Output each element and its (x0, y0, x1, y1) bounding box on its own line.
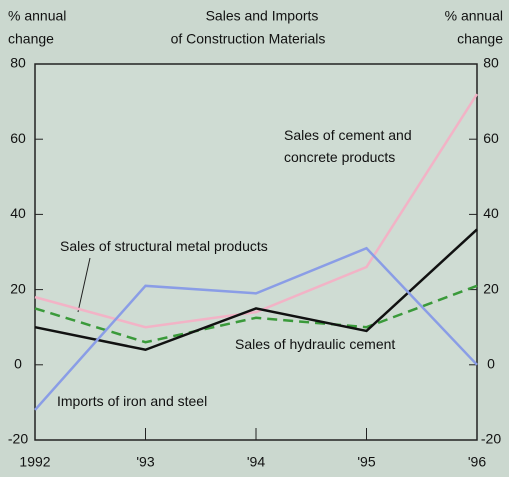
y-tick-label: 80 (10, 55, 26, 71)
chart-title: of Construction Materials (171, 31, 326, 47)
x-tick-label: '93 (136, 454, 154, 470)
series-label: Sales of cement and concrete products (284, 127, 412, 165)
y-axis-label: % annual (8, 8, 66, 24)
x-tick-label: '95 (357, 454, 375, 470)
y2-tick-label: 20 (483, 280, 499, 296)
y-tick-label: 40 (10, 205, 26, 221)
y2-tick-label: 80 (483, 55, 499, 71)
y-tick-label: 20 (10, 280, 26, 296)
y2-tick-label: 40 (483, 205, 499, 221)
chart-title: Sales and Imports (206, 8, 319, 24)
series-label: Imports of iron and steel (57, 393, 208, 409)
series-label: Sales of hydraulic cement (235, 336, 396, 352)
y-tick-label: -20 (8, 431, 28, 447)
series-line (34, 284, 478, 344)
plot-frame (34, 63, 478, 441)
y-tick-label: 0 (14, 356, 22, 372)
x-tick-label: 1992 (19, 454, 50, 470)
y2-axis-label: change (457, 31, 503, 47)
y2-tick-label: 60 (483, 130, 499, 146)
series-label: Sales of structural metal products (60, 238, 268, 254)
x-tick-label: '96 (468, 454, 486, 470)
leader-line (77, 257, 91, 313)
series-line (34, 246, 478, 411)
y-tick-label: 60 (10, 130, 26, 146)
y2-tick-label: -20 (481, 431, 501, 447)
series-line (34, 93, 479, 329)
y-axis-label: change (8, 31, 54, 47)
y2-tick-label: 0 (487, 356, 495, 372)
series-line (34, 228, 478, 352)
x-tick-label: '94 (247, 454, 265, 470)
y2-axis-label: % annual (445, 8, 503, 24)
